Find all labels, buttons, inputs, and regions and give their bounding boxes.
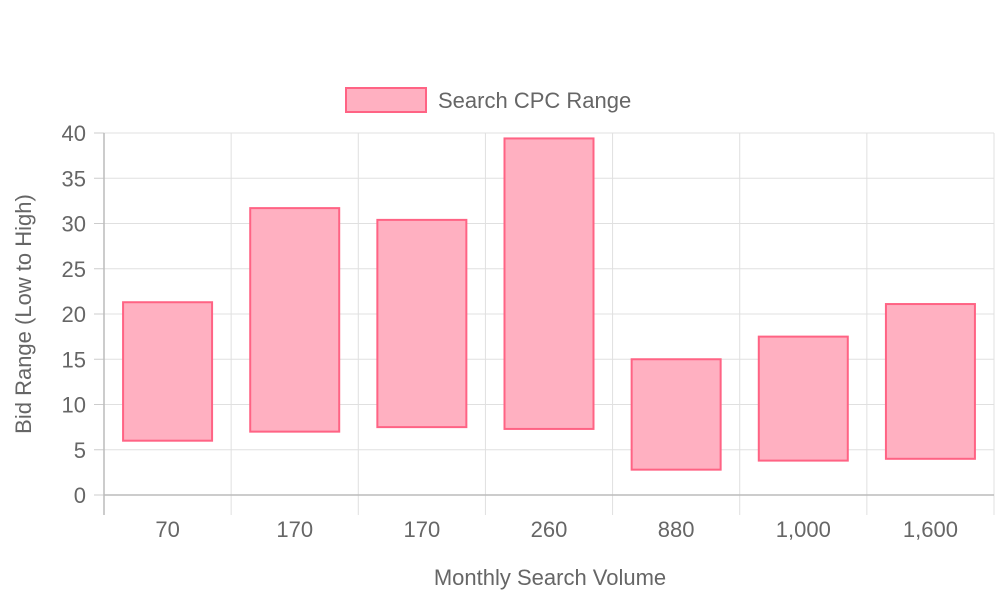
y-tick-label: 40	[62, 121, 86, 146]
legend[interactable]: Search CPC Range	[345, 87, 631, 113]
y-axis-title: Bid Range (Low to High)	[11, 194, 36, 434]
legend-label: Search CPC Range	[438, 88, 631, 113]
bar-6[interactable]	[757, 335, 849, 462]
y-tick-label: 15	[62, 347, 86, 372]
x-tick-label: 1,600	[903, 517, 958, 542]
y-tick-label: 5	[74, 438, 86, 463]
bar-2[interactable]	[249, 207, 341, 433]
y-tick-label: 30	[62, 212, 86, 237]
x-axis-title: Monthly Search Volume	[434, 565, 666, 590]
y-tick-label: 20	[62, 302, 86, 327]
bar-3[interactable]	[376, 218, 468, 429]
x-tick-label: 70	[155, 517, 179, 542]
legend-swatch	[345, 87, 427, 113]
x-tick-label: 1,000	[776, 517, 831, 542]
x-tick-label: 880	[658, 517, 695, 542]
x-tick-label: 170	[403, 517, 440, 542]
x-tick-label: 170	[276, 517, 313, 542]
y-tick-label: 35	[62, 166, 86, 191]
y-tick-label: 10	[62, 393, 86, 418]
bar-1[interactable]	[122, 301, 214, 442]
axes: 0 5 10 15 20 25 30 35 40 70 170 170 260 880 1,000 1,600	[62, 121, 994, 542]
bar-4[interactable]	[503, 137, 595, 430]
y-tick-label: 0	[74, 483, 86, 508]
y-tick-label: 25	[62, 257, 86, 282]
bar-5[interactable]	[630, 358, 722, 471]
bar-7[interactable]	[884, 303, 976, 460]
x-tick-label: 260	[531, 517, 568, 542]
bars	[122, 137, 976, 471]
